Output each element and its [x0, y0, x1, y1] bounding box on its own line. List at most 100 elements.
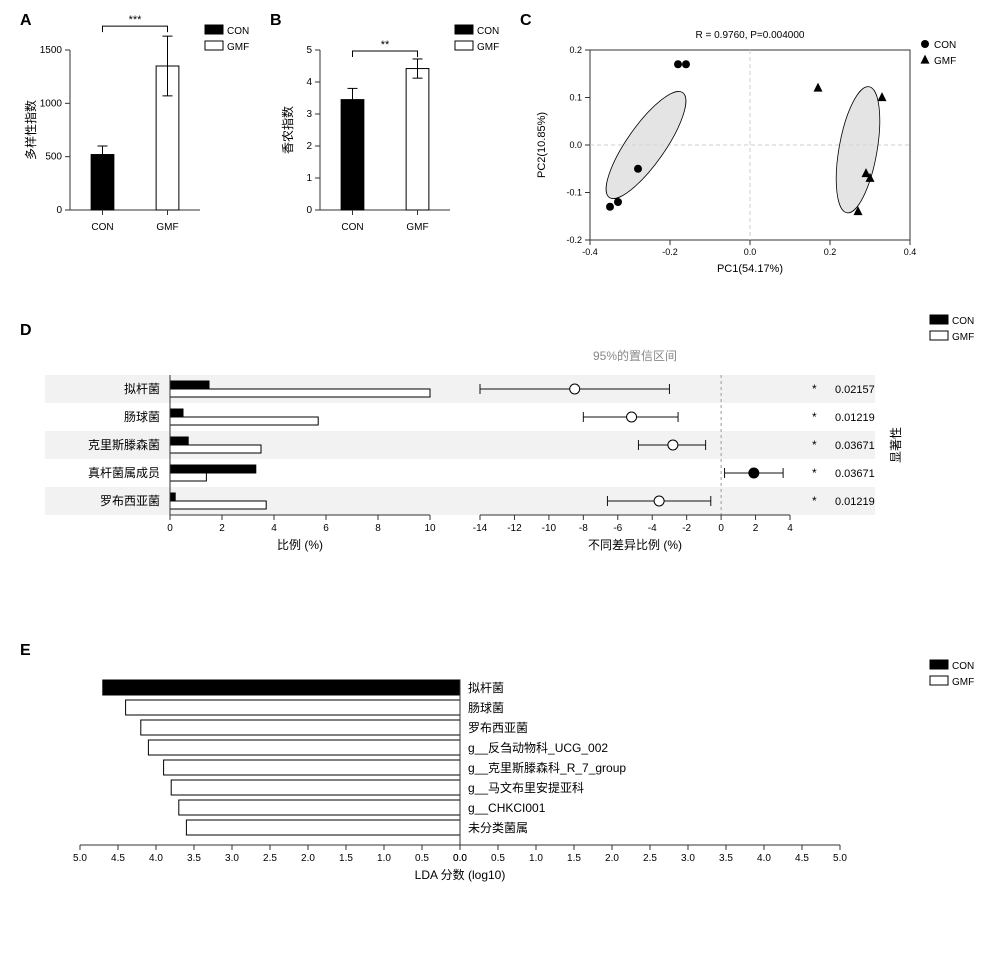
- panel-label-b: B: [270, 12, 282, 29]
- lda-label: 未分类菌属: [468, 821, 528, 835]
- x-tick-label: 2.5: [263, 853, 277, 864]
- bar-con: [170, 409, 183, 417]
- ci-marker: [570, 384, 580, 394]
- x-tick-label: -12: [507, 523, 522, 534]
- y-tick-label: -0.1: [566, 188, 582, 198]
- y-tick-label: 3: [306, 109, 312, 120]
- ci-marker: [627, 412, 637, 422]
- x-tick-label: -2: [682, 523, 691, 534]
- x-tick-label: 5.0: [833, 853, 847, 864]
- sig-star: *: [812, 438, 817, 452]
- y-tick-label: 0.2: [569, 45, 582, 55]
- legend-swatch-gmf: [455, 41, 473, 50]
- legend-swatch-gmf: [930, 331, 948, 340]
- sig-bracket: [353, 51, 418, 57]
- legend-label-gmf: GMF: [934, 56, 956, 67]
- x-axis-label: LDA 分数 (log10): [415, 867, 506, 882]
- x-tick-label: GMF: [406, 222, 428, 233]
- y-tick-label: 0: [56, 205, 62, 216]
- bar-gmf: [170, 389, 430, 397]
- y-tick-label: 1000: [40, 98, 63, 109]
- ci-marker: [654, 496, 664, 506]
- x-tick-label: 10: [424, 523, 436, 534]
- y-axis-label: 香农指数: [280, 106, 295, 154]
- bar-gmf: [170, 501, 266, 509]
- bar-con: [170, 381, 209, 389]
- x-tick-label: 1.0: [377, 853, 391, 864]
- legend-swatch-con: [930, 315, 948, 324]
- x-axis-label: 不同差异比例 (%): [588, 538, 682, 552]
- lda-bar: [164, 760, 460, 775]
- y-tick-label: 1500: [40, 45, 63, 56]
- x-tick-label: 6: [323, 523, 329, 534]
- x-tick-label: -14: [473, 523, 488, 534]
- legend-label-con: CON: [952, 661, 974, 672]
- x-tick-label: GMF: [156, 222, 178, 233]
- p-value: 0.03671: [835, 440, 875, 452]
- y-tick-label: 2: [306, 141, 312, 152]
- lda-label: g__反刍动物科_UCG_002: [468, 741, 608, 755]
- row-label: 真杆菌属成员: [88, 466, 160, 480]
- sig-star: *: [812, 494, 817, 508]
- bar-con: [341, 100, 364, 210]
- x-tick-label: 0.5: [415, 853, 429, 864]
- legend-label-con: CON: [952, 316, 974, 327]
- x-tick-label: -0.2: [662, 247, 678, 257]
- p-value: 0.02157: [835, 384, 875, 396]
- x-tick-label: 4.0: [149, 853, 163, 864]
- legend-swatch-gmf: [205, 41, 223, 50]
- y-tick-label: 0.0: [569, 140, 582, 150]
- x-tick-label: 3.5: [719, 853, 733, 864]
- sig-label: **: [381, 39, 390, 51]
- x-tick-label: 3.0: [225, 853, 239, 864]
- x-tick-label: 2.5: [643, 853, 657, 864]
- x-tick-label: 2.0: [605, 853, 619, 864]
- lda-bar: [179, 800, 460, 815]
- x-tick-label: -6: [613, 523, 622, 534]
- x-tick-label: 0.4: [904, 247, 917, 257]
- point-con: [614, 198, 622, 206]
- x-tick-label: 8: [375, 523, 381, 534]
- lda-label: 拟杆菌: [468, 681, 504, 695]
- lda-label: g__马文布里安提亚科: [468, 780, 584, 795]
- legend-marker-con: [921, 40, 929, 48]
- ellipse-1: [828, 83, 888, 216]
- legend-label-gmf: GMF: [952, 677, 974, 688]
- x-tick-label: 0.0: [453, 853, 467, 864]
- x-tick-label: -8: [579, 523, 588, 534]
- legend-label-gmf: GMF: [952, 332, 974, 343]
- x-tick-label: 4.0: [757, 853, 771, 864]
- point-gmf: [878, 92, 887, 101]
- point-con: [606, 203, 614, 211]
- panel-label-d: D: [20, 322, 32, 339]
- row-label: 肠球菌: [124, 410, 160, 424]
- ci-marker: [668, 440, 678, 450]
- lda-bar: [103, 680, 460, 695]
- p-value: 0.01219: [835, 496, 875, 508]
- x-tick-label: 4.5: [111, 853, 125, 864]
- x-tick-label: 2: [753, 523, 759, 534]
- y-tick-label: 4: [306, 77, 312, 88]
- y-tick-label: 1: [306, 173, 312, 184]
- row-label: 拟杆菌: [124, 382, 160, 396]
- x-tick-label: CON: [341, 222, 363, 233]
- lda-bar: [126, 700, 460, 715]
- row-label: 克里斯滕森菌: [88, 437, 160, 452]
- legend-label-gmf: GMF: [227, 42, 249, 53]
- x-tick-label: 0.0: [744, 247, 757, 257]
- y-tick-label: -0.2: [566, 235, 582, 245]
- lda-bar: [148, 740, 460, 755]
- legend-marker-gmf: [921, 55, 930, 64]
- sig-star: *: [812, 410, 817, 424]
- bar-gmf: [170, 473, 206, 481]
- bar-con: [170, 493, 175, 501]
- lda-bar: [186, 820, 460, 835]
- panel-label-c: C: [520, 12, 532, 29]
- legend-label-con: CON: [227, 26, 249, 37]
- lda-bar: [171, 780, 460, 795]
- x-tick-label: 1.5: [339, 853, 353, 864]
- x-tick-label: 4.5: [795, 853, 809, 864]
- bar-con: [170, 437, 188, 445]
- legend-label-gmf: GMF: [477, 42, 499, 53]
- plot-title: R = 0.9760, P=0.004000: [696, 30, 805, 41]
